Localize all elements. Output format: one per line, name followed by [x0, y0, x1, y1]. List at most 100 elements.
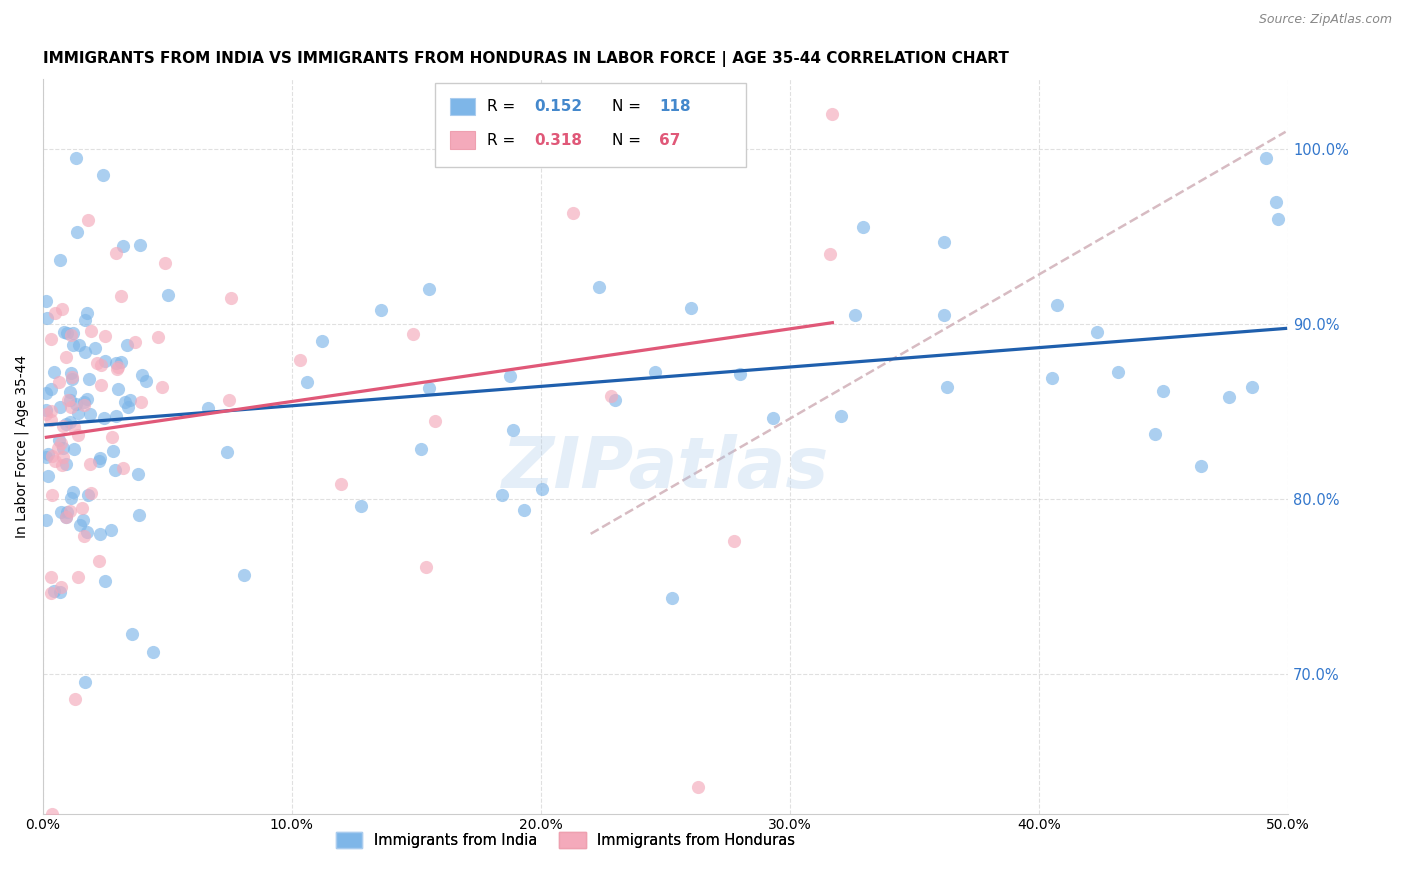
Point	[153, 255, 176, 269]
Point	[58, 416, 80, 430]
Point	[55, 417, 77, 432]
Point	[59, 392, 82, 407]
Point	[39, 413, 62, 427]
Point	[80, 325, 103, 339]
Point	[89, 453, 111, 467]
Point	[91, 168, 114, 182]
Point	[49, 436, 72, 450]
Point	[79, 371, 101, 385]
Point	[73, 394, 96, 409]
Point	[723, 533, 745, 548]
Point	[762, 411, 785, 425]
Point	[129, 238, 152, 252]
Point	[59, 385, 82, 400]
Point	[295, 376, 318, 390]
Point	[79, 458, 101, 472]
Point	[51, 301, 73, 316]
Point	[129, 395, 152, 409]
Point	[48, 375, 70, 389]
Point	[561, 206, 583, 220]
Point	[1085, 325, 1108, 339]
Point	[39, 569, 62, 583]
Point	[127, 467, 149, 482]
Point	[1107, 365, 1129, 379]
Point	[718, 107, 741, 121]
Point	[830, 409, 852, 424]
Point	[60, 370, 83, 384]
Point	[1152, 384, 1174, 399]
Point	[350, 499, 373, 513]
Point	[55, 350, 77, 364]
Point	[135, 374, 157, 388]
Point	[118, 392, 141, 407]
Point	[59, 491, 82, 505]
Point	[93, 411, 115, 425]
Point	[90, 359, 112, 373]
Point	[1144, 426, 1167, 441]
Point	[588, 279, 610, 293]
Point	[86, 356, 108, 370]
Point	[402, 326, 425, 341]
Y-axis label: In Labor Force | Age 35-44: In Labor Force | Age 35-44	[15, 355, 30, 538]
Point	[55, 510, 77, 524]
Point	[1265, 194, 1288, 209]
Point	[415, 560, 437, 574]
Point	[599, 389, 621, 403]
Point	[128, 508, 150, 523]
Text: 67: 67	[659, 133, 681, 148]
Point	[49, 400, 72, 414]
Point	[107, 359, 129, 374]
Point	[52, 441, 75, 455]
Text: ZIPatlas: ZIPatlas	[502, 434, 830, 503]
Point	[499, 368, 522, 383]
Point	[79, 407, 101, 421]
Point	[502, 424, 524, 438]
Point	[110, 354, 132, 368]
Point	[56, 393, 79, 408]
Point	[605, 393, 627, 408]
Point	[73, 398, 96, 412]
Point	[60, 328, 83, 343]
Point	[35, 403, 58, 417]
Point	[37, 468, 59, 483]
Point	[66, 427, 89, 442]
Point	[37, 310, 59, 325]
Point	[76, 392, 98, 406]
Point	[90, 378, 112, 392]
Point	[41, 806, 63, 821]
Point	[59, 366, 82, 380]
Point	[83, 341, 105, 355]
Point	[69, 518, 91, 533]
Point	[124, 335, 146, 350]
Point	[73, 312, 96, 326]
Point	[63, 442, 86, 457]
Text: R =: R =	[488, 133, 520, 148]
Point	[409, 442, 432, 457]
Point	[111, 239, 134, 253]
Point	[39, 382, 62, 396]
Point	[688, 780, 710, 795]
Point	[80, 486, 103, 500]
Point	[818, 247, 841, 261]
Point	[1240, 380, 1263, 394]
Point	[65, 397, 87, 411]
Point	[142, 645, 165, 659]
Point	[681, 301, 703, 315]
Point	[46, 442, 69, 456]
Point	[1218, 390, 1240, 404]
Point	[121, 626, 143, 640]
Point	[197, 401, 219, 415]
Point	[35, 294, 58, 309]
Point	[491, 488, 513, 502]
Point	[104, 463, 127, 477]
Point	[63, 420, 86, 434]
Bar	[450, 98, 475, 115]
Point	[60, 372, 83, 386]
Point	[34, 386, 56, 401]
Text: Source: ZipAtlas.com: Source: ZipAtlas.com	[1258, 13, 1392, 27]
Point	[35, 408, 58, 422]
Point	[39, 586, 62, 600]
Point	[418, 381, 440, 395]
Point	[51, 458, 73, 472]
Point	[76, 525, 98, 540]
